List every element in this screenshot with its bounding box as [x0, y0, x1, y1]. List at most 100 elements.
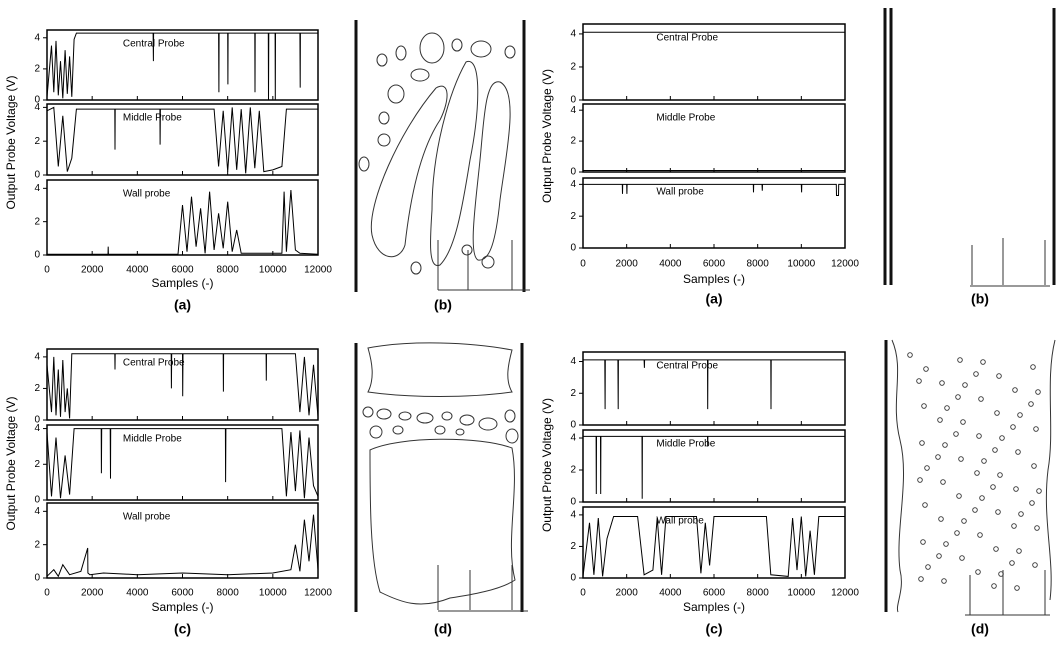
y-axis-label: Output Probe Voltage (V) [4, 396, 18, 530]
bubble [936, 553, 942, 559]
schematic-slug [354, 342, 528, 612]
bubble [996, 373, 1002, 379]
y-tick-label: 0 [570, 573, 576, 584]
subplot-label: Central Probe [123, 358, 185, 369]
subplot-label: Middle Probe [123, 113, 182, 124]
x-tick-label: 0 [580, 259, 586, 270]
bubble [978, 396, 984, 402]
bubble [907, 352, 913, 358]
bubble [935, 454, 941, 460]
y-tick-label: 2 [34, 216, 40, 227]
x-tick-label: 10000 [259, 588, 287, 599]
signal-line [583, 359, 845, 410]
subplot-frame [46, 179, 319, 256]
bubble [955, 394, 961, 400]
subplot-frame [46, 103, 319, 176]
bubble [975, 569, 981, 575]
subplot-label: Middle Probe [656, 439, 715, 450]
y-tick-label: 4 [570, 510, 576, 521]
bubble [957, 357, 963, 363]
y-tick-label: 4 [570, 105, 576, 116]
y-axis-label: Output Probe Voltage (V) [540, 69, 554, 203]
bubble [994, 410, 1000, 416]
bubble [940, 479, 946, 485]
bubble [962, 382, 968, 388]
signal-line [46, 353, 319, 419]
signal-line [583, 435, 845, 499]
bubble [972, 507, 978, 513]
schematic-dispersed [884, 339, 1056, 616]
x-tick-label: 6000 [171, 588, 194, 599]
bubble [925, 564, 931, 570]
bubble [943, 541, 949, 547]
x-tick-label: 8000 [747, 588, 770, 599]
subplot-frame [46, 424, 319, 501]
x-tick-label: 8000 [217, 265, 240, 276]
subplot-label: Middle Probe [123, 434, 182, 445]
bubble [922, 502, 928, 508]
bubble [1012, 387, 1018, 393]
x-tick-label: 10000 [787, 259, 815, 270]
bubble [961, 518, 967, 524]
bubble [1010, 424, 1016, 430]
signal-line [46, 514, 319, 578]
y-tick-label: 4 [570, 356, 576, 367]
bubble [1033, 426, 1039, 432]
y-tick-label: 4 [34, 506, 40, 517]
bubble [923, 366, 929, 372]
bubble [992, 447, 998, 453]
bubble [993, 546, 999, 552]
x-tick-label: 8000 [747, 259, 770, 270]
subplot-label: Middle Probe [656, 113, 715, 124]
x-axis-label: Samples (-) [151, 600, 213, 614]
y-tick-label: 4 [34, 352, 40, 363]
bubble [920, 539, 926, 545]
schematic-caption: (b) [971, 291, 989, 307]
x-tick-label: 8000 [217, 588, 240, 599]
bubble [999, 435, 1005, 441]
bubble [998, 571, 1004, 577]
x-tick-label: 10000 [259, 265, 287, 276]
y-tick-label: 2 [34, 459, 40, 470]
bubble [942, 442, 948, 448]
bubble [1034, 525, 1040, 531]
panel-caption: (c) [174, 621, 191, 637]
y-tick-label: 4 [34, 183, 40, 194]
bubble [990, 484, 996, 490]
subplot-label: Wall probe [123, 189, 171, 200]
bubble [1028, 401, 1034, 407]
bubble [959, 555, 965, 561]
schematic-caption: (d) [971, 621, 989, 637]
x-tick-label: 6000 [703, 259, 726, 270]
y-tick-label: 0 [570, 95, 576, 106]
bubble [953, 431, 959, 437]
y-tick-label: 0 [34, 495, 40, 506]
schematic-caption: (d) [434, 621, 452, 637]
bubble [977, 532, 983, 538]
bubble [1032, 562, 1038, 568]
subplot-label: Central Probe [123, 39, 185, 50]
bubble [958, 456, 964, 462]
y-tick-label: 2 [570, 388, 576, 399]
bubble [974, 470, 980, 476]
bubble [939, 380, 945, 386]
y-tick-label: 0 [570, 497, 576, 508]
x-tick-label: 0 [44, 265, 50, 276]
y-axis-label: Output Probe Voltage (V) [4, 75, 18, 209]
bubble [1013, 486, 1019, 492]
y-tick-label: 0 [34, 573, 40, 584]
panel-caption: (c) [705, 621, 722, 637]
x-tick-label: 12000 [831, 259, 859, 270]
bubble [919, 440, 925, 446]
y-tick-label: 2 [34, 539, 40, 550]
x-tick-label: 4000 [659, 588, 682, 599]
x-tick-label: 0 [44, 588, 50, 599]
signal-line [583, 183, 845, 196]
bubble [1015, 449, 1021, 455]
y-axis-label: Output Probe Voltage (V) [540, 398, 554, 532]
signal-line [46, 32, 318, 101]
bubble [916, 378, 922, 384]
y-tick-label: 2 [570, 62, 576, 73]
y-tick-label: 0 [34, 95, 40, 106]
bubble [937, 417, 943, 423]
